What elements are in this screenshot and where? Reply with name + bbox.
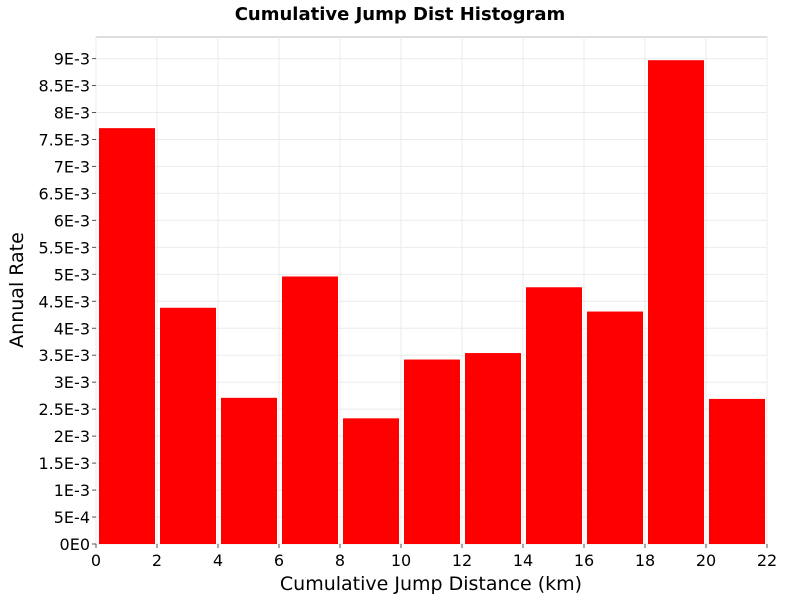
y-axis-label: Annual Rate: [6, 232, 28, 348]
chart-title: Cumulative Jump Dist Histogram: [235, 4, 566, 25]
histogram-bar-8: [526, 287, 582, 544]
x-tick-label: 10: [391, 551, 411, 570]
histogram-bar-5: [343, 418, 399, 544]
x-tick-label: 6: [274, 551, 284, 570]
x-tick-label: 12: [452, 551, 472, 570]
histogram-bar-11: [709, 398, 765, 544]
y-tick-label: 4E-3: [54, 319, 90, 338]
y-tick-label: 6E-3: [54, 211, 90, 230]
y-tick-label: 8.5E-3: [38, 77, 90, 96]
x-tick-label: 20: [696, 551, 716, 570]
y-tick-label: 4.5E-3: [38, 292, 90, 311]
y-tick-label: 5E-3: [54, 265, 90, 284]
y-tick-label: 1.5E-3: [38, 454, 90, 473]
histogram-bar-4: [282, 276, 338, 544]
x-tick-label: 18: [635, 551, 655, 570]
y-tick-label: 9E-3: [54, 50, 90, 69]
y-tick-label: 3E-3: [54, 373, 90, 392]
y-tick-label: 5.5E-3: [38, 238, 90, 257]
histogram-bar-2: [160, 307, 216, 544]
x-axis-label: Cumulative Jump Distance (km): [280, 573, 582, 595]
y-tick-label: 2E-3: [54, 427, 90, 446]
histogram-bar-10: [648, 60, 704, 544]
histogram-bar-7: [465, 353, 521, 544]
x-tick-label: 8: [335, 551, 345, 570]
x-tick-label: 22: [757, 551, 777, 570]
x-tick-label: 2: [152, 551, 162, 570]
bars: [99, 60, 765, 544]
x-tick-label: 4: [213, 551, 223, 570]
histogram-bar-1: [99, 128, 155, 544]
x-tick-label: 14: [513, 551, 533, 570]
y-tick-label: 6.5E-3: [38, 184, 90, 203]
histogram-bar-9: [587, 311, 643, 544]
y-tick-label: 8E-3: [54, 104, 90, 123]
histogram-bar-3: [221, 397, 277, 544]
x-axis-ticks: 0 2 4 6 8 10 12 14 16 18 20 22: [91, 544, 777, 570]
x-tick-label: 0: [91, 551, 101, 570]
y-tick-label: 1E-3: [54, 481, 90, 500]
y-tick-label: 7.5E-3: [38, 130, 90, 149]
y-axis-ticks: 0E0 5E-4 1E-3 1.5E-3 2E-3 2.5E-3 3E-3 3.5E-3 4E-…: [38, 50, 96, 554]
y-tick-label: 3.5E-3: [38, 346, 90, 365]
y-tick-label: 5E-4: [54, 508, 90, 527]
y-tick-label: 0E0: [60, 535, 90, 554]
y-tick-label: 2.5E-3: [38, 400, 90, 419]
histogram-bar-6: [404, 359, 460, 544]
y-tick-label: 7E-3: [54, 157, 90, 176]
x-tick-label: 16: [574, 551, 594, 570]
